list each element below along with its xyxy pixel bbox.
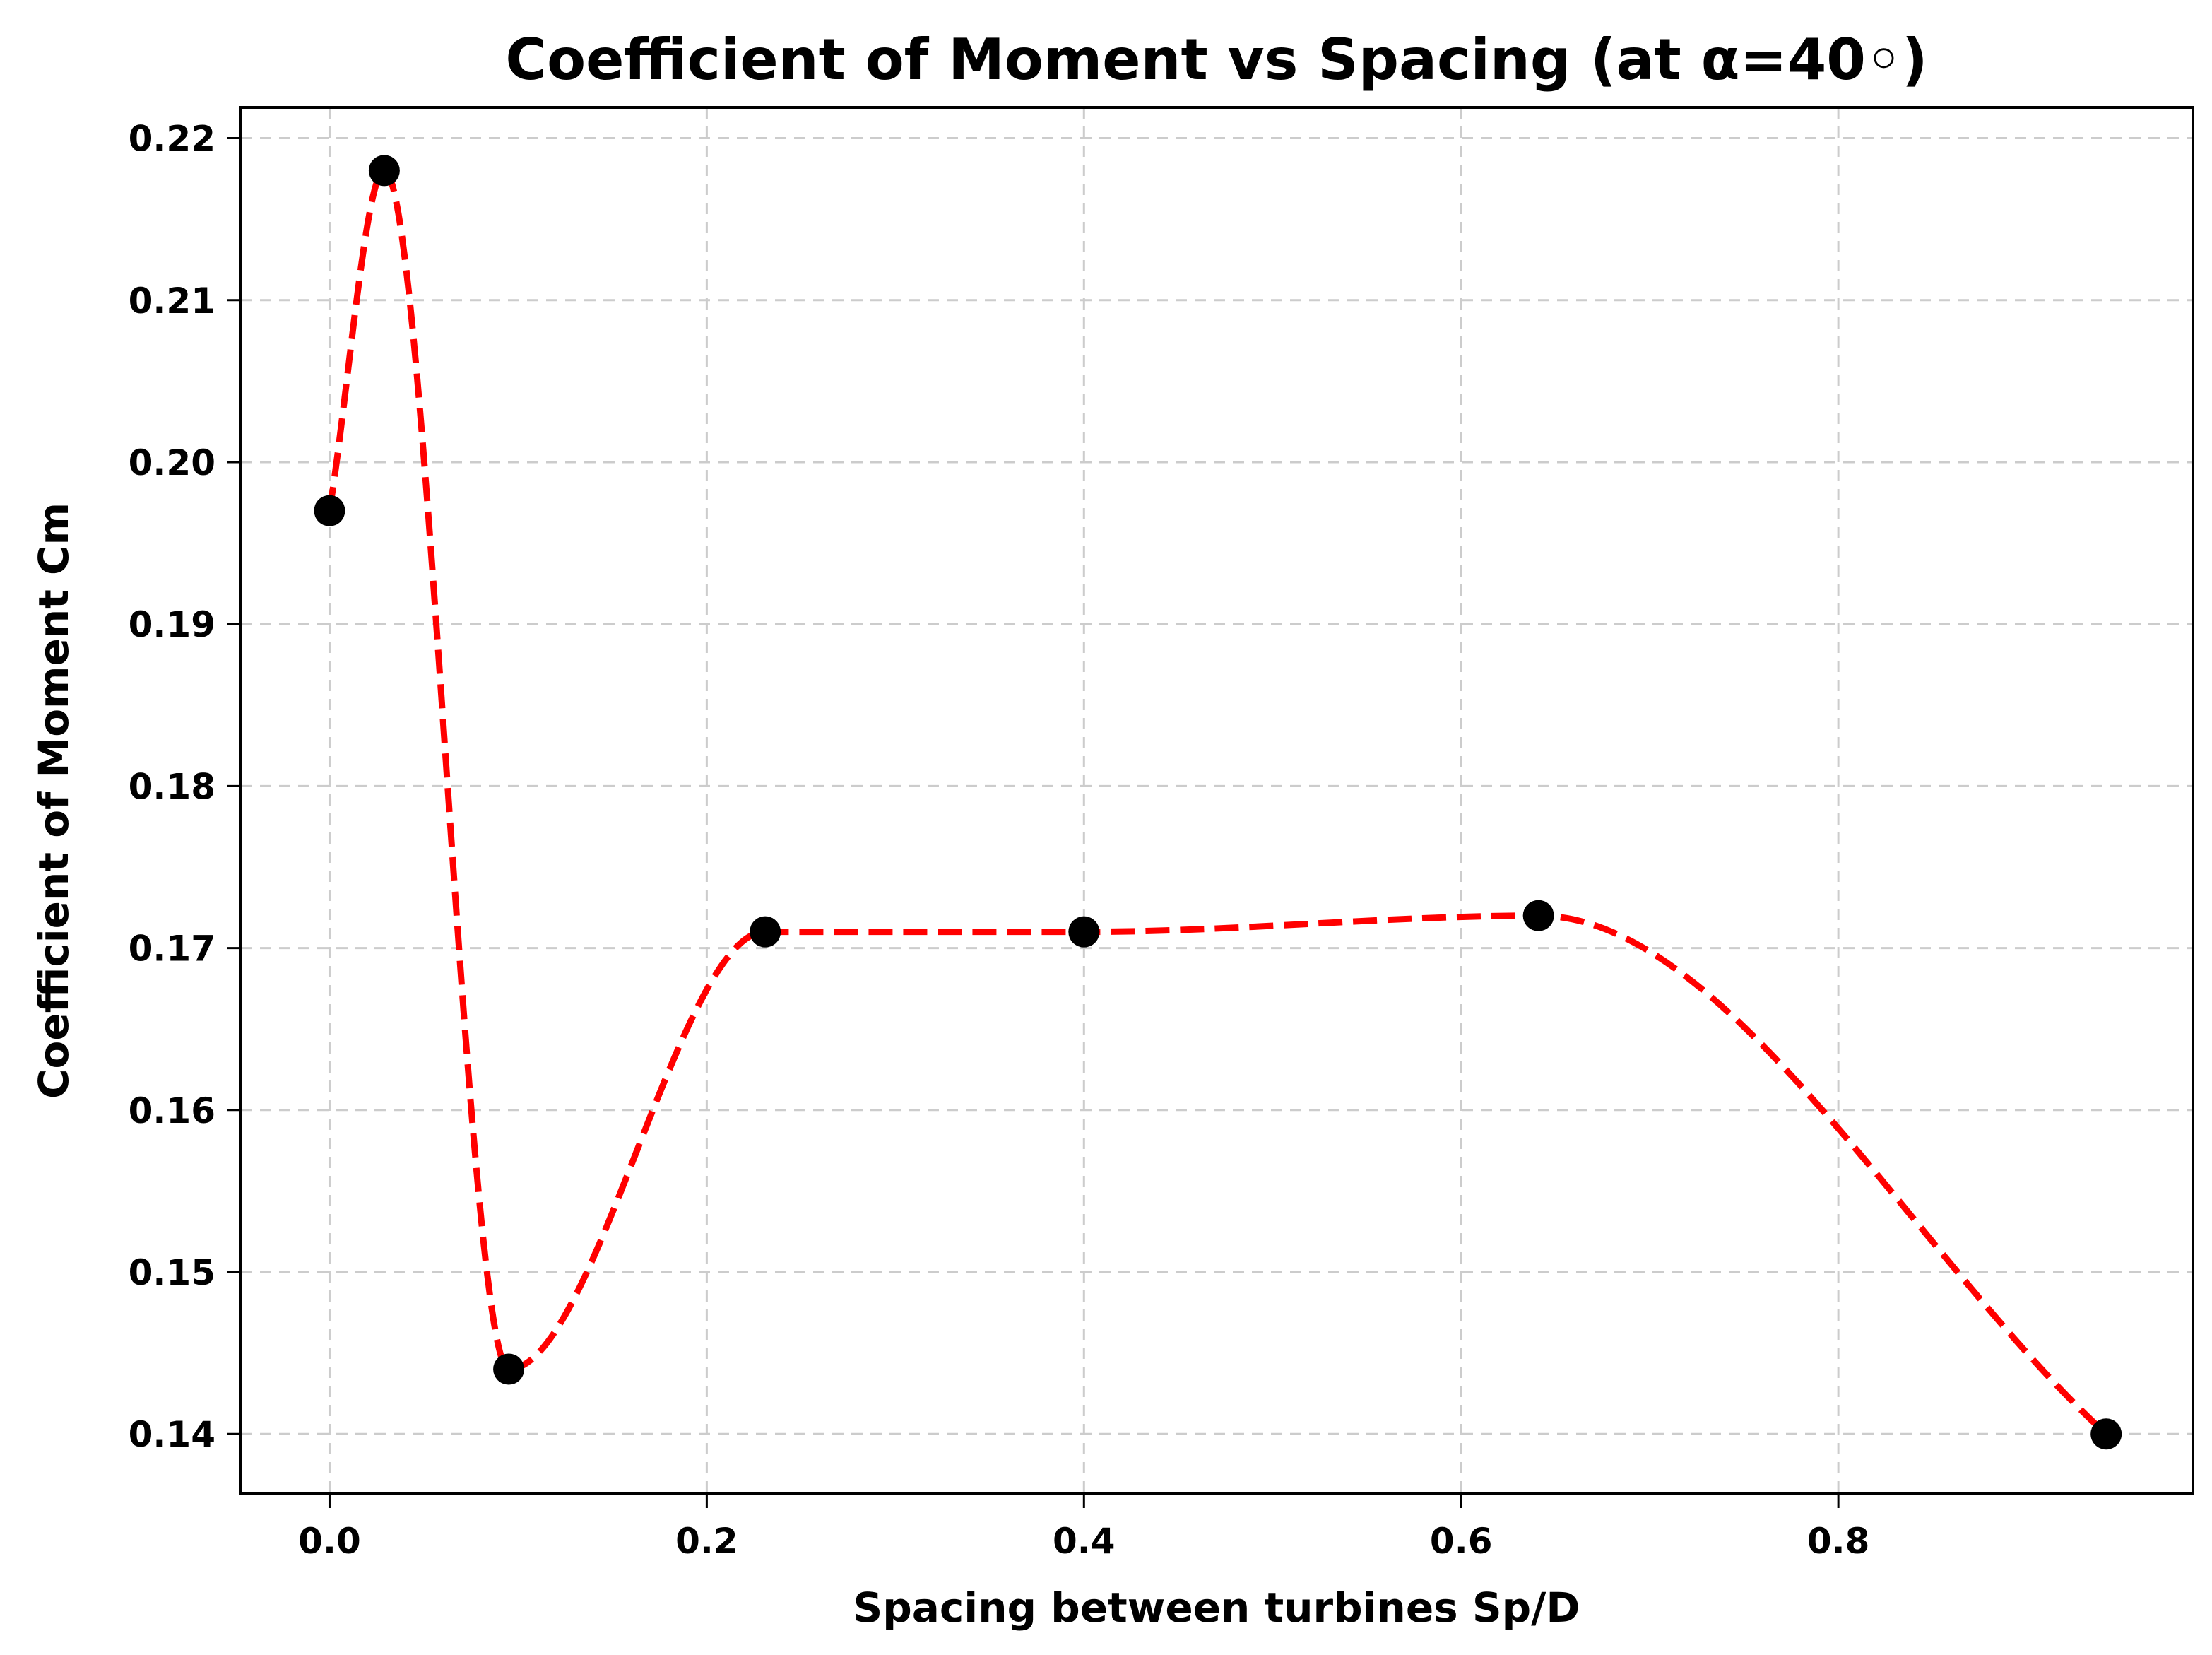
y-tick-label: 0.15 (129, 1252, 215, 1293)
x-tick-label: 0.0 (298, 1521, 361, 1562)
y-tick-label: 0.22 (129, 119, 215, 160)
x-axis-label: Spacing between turbines Sp/D (853, 1584, 1580, 1632)
data-point-marker (314, 495, 345, 526)
y-tick-label: 0.18 (129, 766, 215, 807)
data-point-marker (1522, 900, 1554, 931)
grid-lines (241, 107, 2193, 1494)
y-axis-ticks: 0.14 0.15 0.16 0.17 0.18 0.19 0.20 0.21 0.22 (129, 119, 241, 1455)
y-tick-label: 0.21 (129, 281, 215, 322)
y-tick-label: 0.14 (129, 1414, 215, 1455)
data-series (314, 155, 2122, 1450)
x-tick-label: 0.6 (1430, 1521, 1493, 1562)
data-point-marker (1068, 916, 1100, 948)
data-point-marker (368, 155, 400, 187)
y-tick-label: 0.17 (129, 929, 215, 970)
y-axis-label: Coefficient of Moment Cm (30, 502, 78, 1099)
x-tick-label: 0.2 (675, 1521, 738, 1562)
data-point-marker (493, 1353, 525, 1385)
data-point-marker (750, 916, 781, 948)
data-point-marker (2090, 1418, 2122, 1450)
chart-title: Coefficient of Moment vs Spacing (at α=4… (505, 27, 1927, 93)
x-tick-label: 0.4 (1053, 1521, 1116, 1562)
y-tick-label: 0.20 (129, 442, 215, 483)
y-tick-label: 0.19 (129, 604, 215, 645)
x-tick-label: 0.8 (1807, 1521, 1870, 1562)
trend-line (326, 167, 2109, 1437)
y-tick-label: 0.16 (129, 1090, 215, 1131)
x-axis-ticks: 0.0 0.2 0.4 0.6 0.8 (298, 1494, 1869, 1562)
plot-frame (239, 106, 2194, 1495)
